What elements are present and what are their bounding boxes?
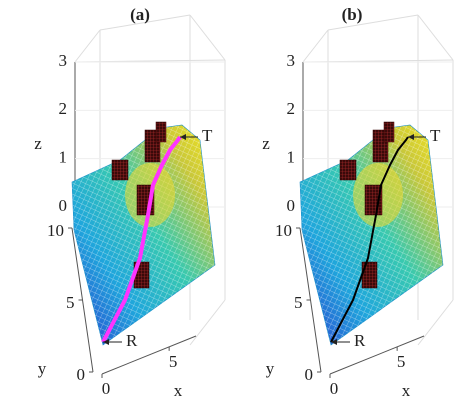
robot-path (101, 135, 182, 343)
z-axis-label: z (262, 134, 270, 153)
x-axis (329, 335, 425, 375)
box-edge (74, 29, 101, 63)
x-axis-label: x (402, 381, 411, 400)
box-edge (327, 14, 419, 31)
x-axis-label: x (174, 381, 183, 400)
obstacle (111, 159, 129, 181)
arrow-head (408, 134, 414, 140)
robot-path (330, 136, 409, 343)
z-axis-label: z (34, 134, 42, 153)
chart-title: (a) (130, 5, 150, 24)
obstacle (383, 121, 395, 143)
annotation-t: T (202, 126, 213, 145)
obstacle (155, 121, 167, 143)
arrow-head (103, 339, 109, 345)
y-tick-label: 5 (66, 293, 75, 312)
arrow-head (331, 339, 337, 345)
z-tick-label: 1 (287, 148, 296, 167)
z-tick-label: 1 (59, 148, 68, 167)
obstacle (339, 159, 357, 181)
y-axis-label: y (266, 359, 275, 378)
panel: 0 1 2 3 0 5 10 0 5 R T (b) z y x (262, 5, 454, 400)
z-tick-label: 3 (287, 51, 296, 70)
y-tick-label: 0 (305, 365, 314, 384)
annotation-r: R (354, 331, 366, 350)
y-tick-label: 10 (47, 221, 64, 240)
box-edge (417, 14, 454, 61)
z-tick-label: 3 (59, 51, 68, 70)
z-tick-label: 2 (287, 99, 296, 118)
annotation-r: R (126, 331, 138, 350)
arrow-head (180, 134, 186, 140)
y-tick-label: 10 (275, 221, 292, 240)
y-tick-label: 5 (294, 293, 303, 312)
panel: 0 1 2 3 0 5 10 0 5 R T (a) z y x (34, 5, 226, 400)
box-edge (417, 299, 454, 346)
box-edge (189, 14, 226, 61)
box-edge (302, 29, 329, 63)
x-tick-label: 5 (397, 352, 406, 371)
x-tick-label: 5 (169, 352, 178, 371)
x-tick-label: 0 (102, 379, 111, 398)
box-edge (189, 299, 226, 346)
z-tick-label: 2 (59, 99, 68, 118)
x-tick-label: 0 (330, 379, 339, 398)
box-edge (99, 14, 191, 31)
annotation-t: T (430, 126, 441, 145)
y-tick-label: 0 (77, 365, 86, 384)
z-tick-label: 0 (59, 196, 68, 215)
y-axis-label: y (38, 359, 47, 378)
x-axis (101, 335, 197, 375)
z-tick-label: 0 (287, 196, 296, 215)
chart-title: (b) (342, 5, 363, 24)
